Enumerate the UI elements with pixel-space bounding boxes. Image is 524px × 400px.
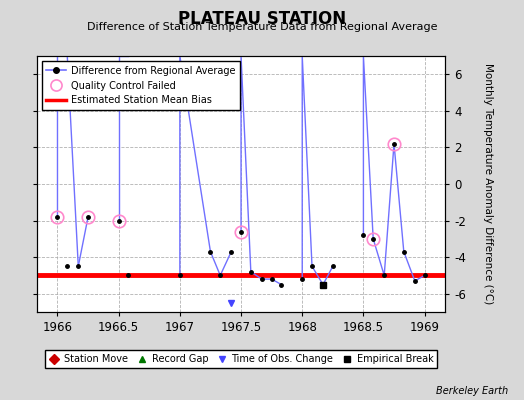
Text: Berkeley Earth: Berkeley Earth <box>436 386 508 396</box>
Legend: Station Move, Record Gap, Time of Obs. Change, Empirical Break: Station Move, Record Gap, Time of Obs. C… <box>45 350 438 368</box>
Text: Difference of Station Temperature Data from Regional Average: Difference of Station Temperature Data f… <box>87 22 437 32</box>
Y-axis label: Monthly Temperature Anomaly Difference (°C): Monthly Temperature Anomaly Difference (… <box>483 63 493 305</box>
Text: PLATEAU STATION: PLATEAU STATION <box>178 10 346 28</box>
